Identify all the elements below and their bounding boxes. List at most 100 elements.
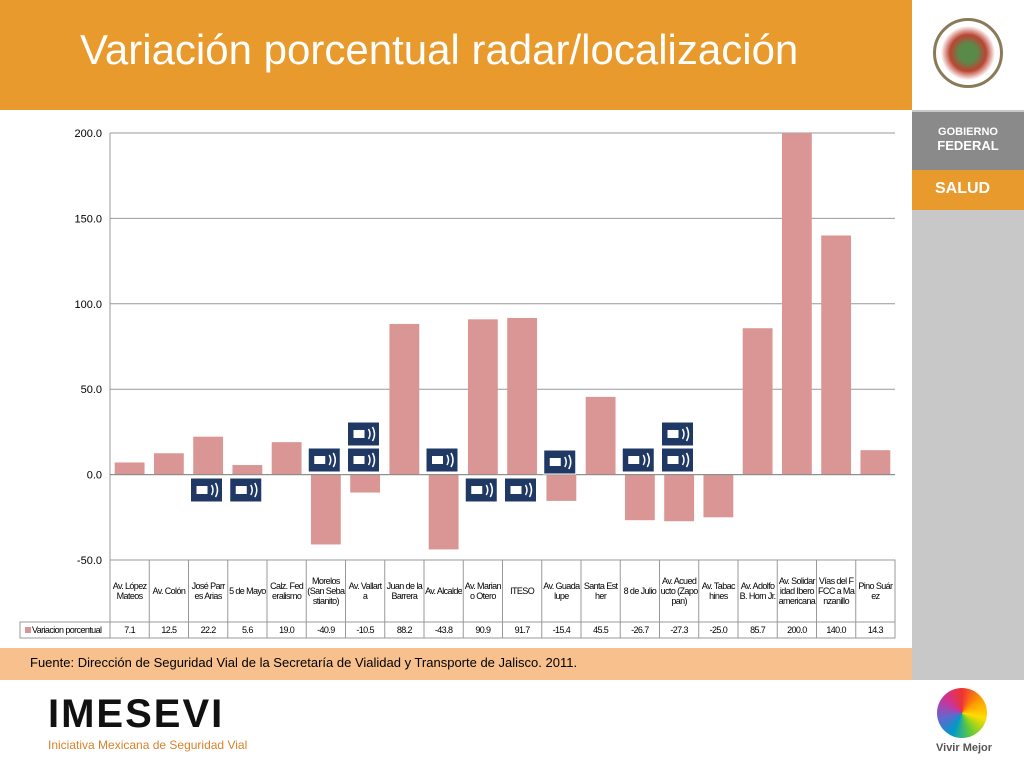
- category-label: Av. Vallarta: [348, 581, 383, 601]
- header: [0, 0, 912, 110]
- motto: Vivir Mejor: [936, 742, 993, 754]
- radar-icon-camera: [549, 458, 561, 466]
- source: Fuente: Dirección de Seguridad Vial de l…: [30, 655, 578, 670]
- value-label: 140.0: [826, 625, 846, 635]
- value-label: 88.2: [396, 625, 413, 635]
- y-tick-label: 150.0: [74, 213, 102, 225]
- category-label: Vías del FFCC a Manzanillo: [818, 576, 855, 606]
- legend-label: Variacion porcentual: [32, 625, 102, 635]
- category-label: Av. Tabachines: [701, 581, 736, 601]
- logo: IMESEVI: [48, 692, 225, 736]
- bar: [703, 474, 734, 518]
- radar-icon-waves: [250, 482, 258, 498]
- gov-line1: Gobierno: [938, 122, 998, 139]
- value-label: 45.5: [593, 625, 609, 635]
- radar-icon-waves: [328, 452, 336, 468]
- bar: [507, 317, 538, 475]
- category-label: Pino Suárez: [858, 581, 893, 601]
- value-label: 5.6: [242, 625, 253, 635]
- bar: [310, 474, 341, 545]
- value-label: 12.5: [161, 625, 177, 635]
- category-label: 8 de Julio: [623, 586, 657, 596]
- category-label: Av. López Mateos: [112, 581, 147, 601]
- ministry-box: [912, 170, 1024, 210]
- legend-swatch: [25, 627, 31, 633]
- category-label: Av. Mariano Otero: [464, 581, 502, 601]
- radar-icon-waves: [681, 426, 690, 442]
- bar: [271, 442, 302, 475]
- radar-icon-camera: [667, 430, 679, 438]
- radar-icon-camera: [196, 486, 208, 494]
- bar: [624, 474, 655, 521]
- bar: [467, 319, 498, 475]
- value-label: 7.1: [124, 625, 135, 635]
- radar-icon-camera: [628, 456, 640, 464]
- bar: [860, 450, 891, 475]
- motto-icon: [937, 688, 987, 738]
- bar: [546, 474, 577, 501]
- radar-icon-waves: [681, 452, 690, 468]
- y-tick-label: 0.0: [87, 470, 102, 482]
- category-label: Morelos (San Sebastianito): [307, 576, 345, 606]
- emblem: [933, 18, 1003, 88]
- gov-line2: Federal: [937, 138, 999, 153]
- value-label: -27.3: [670, 625, 688, 635]
- bar: [821, 235, 852, 475]
- value-label: 22.2: [200, 625, 217, 635]
- radar-icon-waves: [485, 482, 493, 498]
- y-tick-label: 100.0: [74, 299, 102, 311]
- gov-box: [912, 112, 1024, 170]
- radar-icon-camera: [314, 456, 326, 464]
- value-label: 19.0: [279, 625, 295, 635]
- title: Variación porcentual radar/localización: [80, 26, 799, 73]
- ministry: SALUD: [935, 180, 991, 197]
- radar-icon-camera: [510, 486, 522, 494]
- category-label: ITESO: [510, 586, 535, 596]
- category-label: Av. Alcalde: [425, 586, 463, 596]
- radar-icon-waves: [564, 454, 572, 470]
- category-label: Santa Esther: [583, 581, 618, 601]
- y-tick-label: 200.0: [74, 128, 102, 140]
- radar-icon-camera: [353, 456, 365, 464]
- value-label: -40.9: [317, 625, 335, 635]
- bar: [350, 474, 381, 493]
- bar: [585, 396, 616, 475]
- y-tick-label: 50.0: [81, 384, 102, 396]
- radar-icon-waves: [642, 452, 650, 468]
- radar-icon-waves: [524, 482, 533, 498]
- value-label: 14.3: [867, 625, 884, 635]
- logo-subtitle: Iniciativa Mexicana de Seguridad Vial: [48, 738, 248, 752]
- category-label: Av. Guadalupe: [543, 581, 580, 601]
- category-label: Av. Colón: [152, 586, 186, 596]
- category-label: Av. Solidaridad Iberoamericana: [778, 576, 816, 606]
- radar-icon-camera: [235, 486, 247, 494]
- value-label: 90.9: [475, 625, 491, 635]
- bar: [153, 453, 184, 475]
- value-label: 85.7: [750, 625, 766, 635]
- bar: [664, 474, 695, 522]
- radar-icon-camera: [353, 430, 365, 438]
- value-label: -43.8: [434, 625, 453, 635]
- value-label: -26.7: [631, 625, 649, 635]
- radar-icon-waves: [367, 452, 376, 468]
- category-label: Av. Adolfo B. Horn Jr.: [739, 581, 777, 601]
- value-label: 200.0: [787, 625, 807, 635]
- value-label: -15.4: [552, 625, 571, 635]
- source-band: [0, 648, 912, 680]
- bar: [428, 474, 459, 550]
- radar-icon-waves: [367, 426, 376, 442]
- radar-icon-camera: [471, 486, 483, 494]
- radar-icon-waves: [446, 452, 454, 468]
- category-label: Juan de la Barrera: [386, 581, 423, 601]
- radar-icon-camera: [432, 456, 443, 464]
- bar: [114, 462, 145, 475]
- category-label: 5 de Mayo: [229, 586, 266, 596]
- bar: [781, 133, 812, 475]
- value-label: -25.0: [709, 625, 728, 635]
- bar: [193, 436, 224, 475]
- radar-icon-waves: [210, 482, 219, 498]
- category-label: José Parres Arias: [191, 581, 226, 601]
- value-label: 91.7: [514, 625, 531, 635]
- value-label: -10.5: [356, 625, 374, 635]
